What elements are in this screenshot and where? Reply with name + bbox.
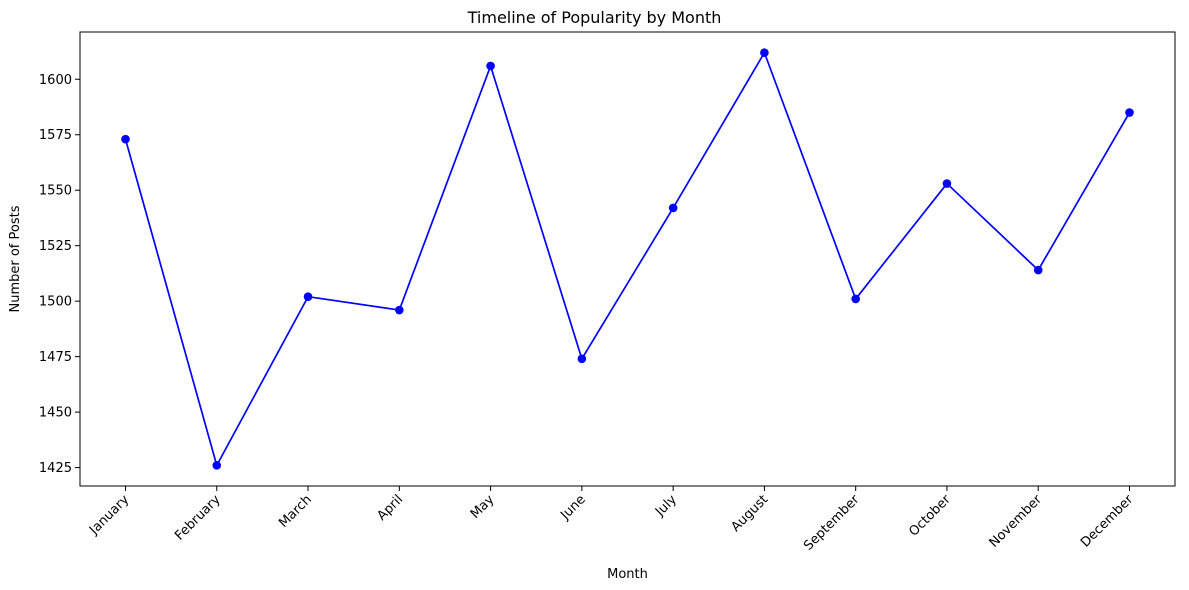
data-point-december bbox=[1125, 108, 1134, 117]
x-tick-label: July bbox=[652, 492, 680, 520]
y-tick-label: 1575 bbox=[39, 128, 72, 143]
data-point-august bbox=[760, 48, 769, 57]
y-axis: 1425 1450 1475 1500 1525 1550 1575 1600 bbox=[39, 73, 80, 476]
y-tick-label: 1500 bbox=[39, 295, 72, 310]
plot-frame bbox=[79, 31, 1176, 487]
x-axis: January February March April May June July Augu… bbox=[86, 486, 1137, 554]
data-point-january bbox=[121, 134, 130, 144]
x-tick-label: April bbox=[375, 492, 407, 524]
data-point-november bbox=[1033, 265, 1043, 275]
x-tick-label: September bbox=[801, 492, 863, 554]
series-layer bbox=[121, 48, 1134, 470]
data-point-april bbox=[395, 305, 404, 315]
x-tick-label: December bbox=[1078, 492, 1137, 551]
chart-title: Timeline of Popularity by Month bbox=[467, 8, 722, 27]
data-point-june bbox=[577, 354, 587, 364]
y-tick-label: 1475 bbox=[39, 350, 72, 365]
data-point-september bbox=[851, 294, 860, 304]
data-point-february bbox=[212, 461, 222, 470]
data-point-july bbox=[668, 203, 678, 213]
y-tick-label: 1450 bbox=[39, 406, 72, 421]
series-line bbox=[124, 51, 1131, 467]
y-tick-label: 1425 bbox=[39, 461, 72, 476]
y-tick-label: 1525 bbox=[39, 239, 72, 254]
x-tick-label: May bbox=[468, 492, 498, 522]
y-tick-label: 1550 bbox=[39, 184, 72, 199]
x-tick-label: November bbox=[987, 492, 1046, 551]
y-axis-label: Number of Posts bbox=[8, 205, 23, 312]
x-tick-label: October bbox=[906, 492, 954, 540]
x-tick-label: January bbox=[86, 492, 132, 538]
x-axis-label: Month bbox=[607, 567, 648, 582]
x-tick-label: February bbox=[172, 492, 224, 544]
data-point-october bbox=[942, 179, 952, 188]
x-tick-label: June bbox=[557, 492, 588, 523]
data-point-may bbox=[486, 61, 495, 71]
data-point-march bbox=[303, 292, 313, 302]
y-tick-label: 1600 bbox=[39, 73, 72, 88]
x-tick-label: March bbox=[276, 492, 315, 531]
x-tick-label: August bbox=[728, 492, 771, 535]
